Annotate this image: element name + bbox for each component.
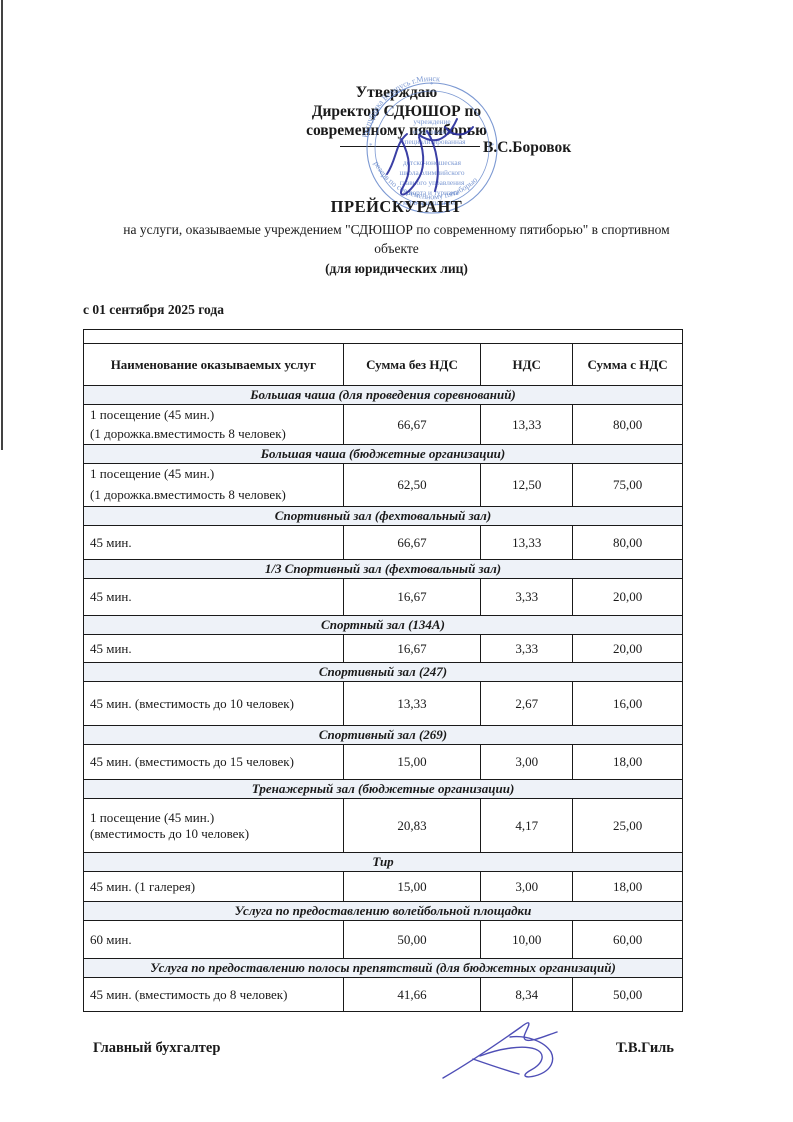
svg-text:главного управления: главного управления xyxy=(400,178,465,187)
svg-text:*: * xyxy=(369,142,373,150)
svg-text:учреждение: учреждение xyxy=(413,117,450,126)
svg-text:*: * xyxy=(430,81,434,89)
svg-text:*: * xyxy=(491,142,495,150)
svg-text:спорта и туризма: спорта и туризма xyxy=(405,188,459,197)
svg-text:детско-юношеская: детско-юношеская xyxy=(403,158,462,167)
